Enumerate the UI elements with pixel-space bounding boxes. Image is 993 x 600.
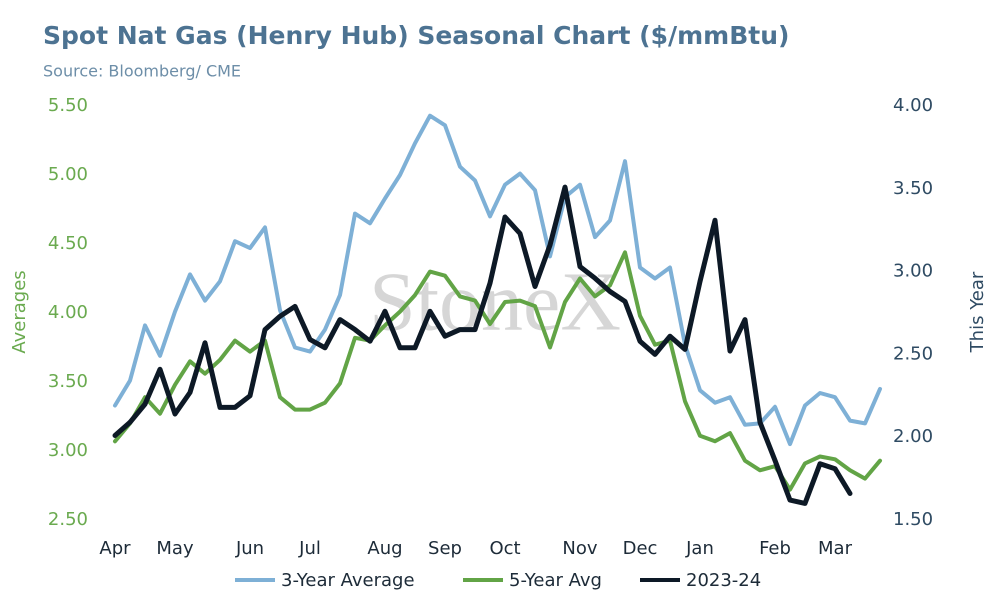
x-tick-label: Feb — [759, 538, 791, 559]
x-tick-label: Nov — [562, 538, 597, 559]
y2-tick-label: 2.00 — [893, 426, 933, 447]
y2-tick-label: 4.00 — [893, 95, 933, 116]
y2-axis-label: This Year — [967, 271, 988, 353]
x-tick-label: Apr — [99, 538, 131, 559]
x-tick-label: Jan — [685, 538, 714, 559]
legend-label: 5-Year Avg — [509, 570, 602, 591]
y-tick-label: 4.00 — [48, 302, 88, 323]
x-tick-label: Jun — [235, 538, 264, 559]
x-tick-label: Jul — [298, 538, 321, 559]
y-tick-label: 5.00 — [48, 164, 88, 185]
y-tick-label: 2.50 — [48, 509, 88, 530]
y2-tick-label: 2.50 — [893, 343, 933, 364]
y-tick-label: 5.50 — [48, 95, 88, 116]
x-tick-label: Sep — [428, 538, 462, 559]
series-line — [113, 250, 882, 492]
y-tick-label: 3.00 — [48, 440, 88, 461]
series-line — [112, 184, 853, 506]
y2-tick-label: 1.50 — [893, 509, 933, 530]
y2-tick-label: 3.00 — [893, 261, 933, 282]
y-tick-label: 4.50 — [48, 233, 88, 254]
legend-label: 2023-24 — [686, 570, 761, 591]
x-tick-label: May — [156, 538, 194, 559]
y-axis-label: Averages — [9, 270, 30, 353]
series-line — [113, 113, 882, 447]
legend-label: 3-Year Average — [281, 570, 415, 591]
chart-title: Spot Nat Gas (Henry Hub) Seasonal Chart … — [43, 21, 789, 50]
x-tick-label: Mar — [818, 538, 853, 559]
x-tick-label: Aug — [367, 538, 402, 559]
x-tick-label: Oct — [489, 538, 520, 559]
y2-tick-label: 3.50 — [893, 178, 933, 199]
chart-subtitle: Source: Bloomberg/ CME — [43, 62, 241, 81]
y-tick-label: 3.50 — [48, 371, 88, 392]
x-tick-label: Dec — [623, 538, 658, 559]
